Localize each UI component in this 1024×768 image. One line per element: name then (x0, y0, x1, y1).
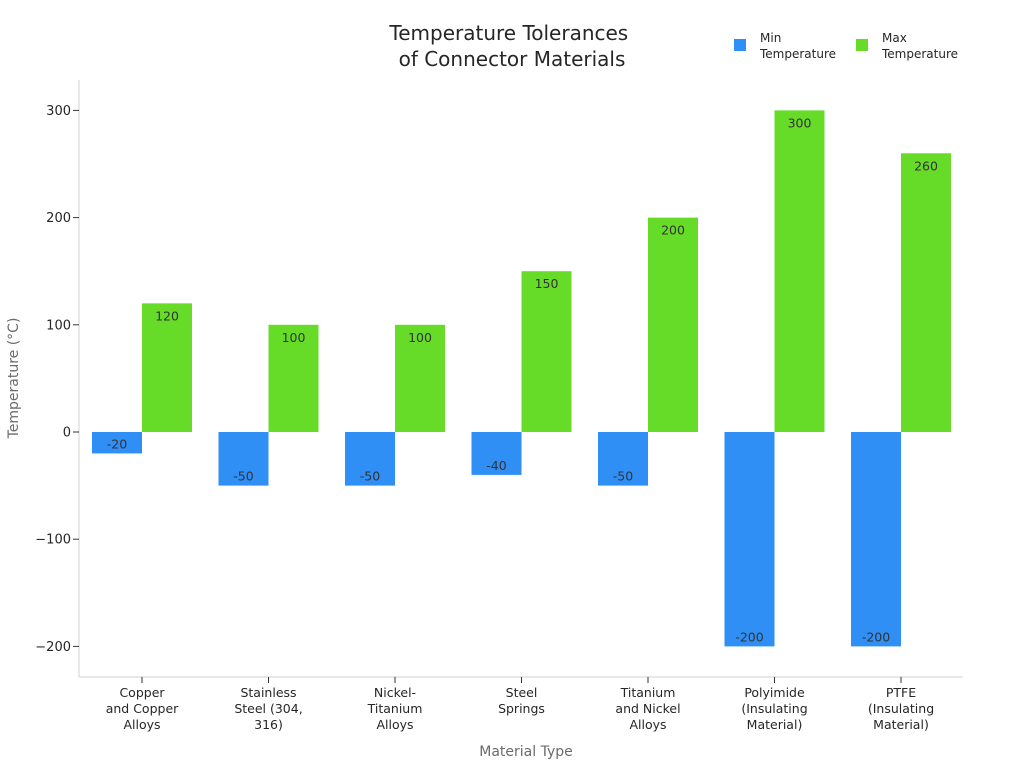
bar-max (774, 110, 825, 433)
y-axis-title: Temperature (°C) (6, 318, 22, 440)
data-label: -40 (486, 458, 506, 473)
y-tick-label: −200 (35, 640, 71, 655)
chart-title: Temperature Tolerances of Connector Mate… (388, 21, 634, 71)
y-tick-label: −100 (35, 533, 71, 548)
x-tick-label: PTFE (Insulating Material) (868, 685, 934, 732)
y-tick-label: 100 (46, 318, 71, 333)
data-label: -200 (862, 629, 890, 644)
bar-max (142, 303, 192, 432)
bar-max (901, 153, 951, 432)
data-label: -50 (360, 469, 380, 484)
bar-max (521, 271, 572, 432)
data-label: 100 (408, 330, 432, 345)
data-label: -50 (613, 469, 633, 484)
data-label: -200 (735, 629, 763, 644)
bar-min (598, 432, 648, 486)
x-tick-label: Steel Springs (498, 685, 545, 716)
x-tick-label: Stainless Steel (304, 316) (234, 685, 302, 732)
bar-max (395, 324, 445, 432)
data-label: -20 (107, 436, 127, 451)
bar-min (851, 432, 901, 647)
bar-min (92, 432, 142, 454)
y-tick-label: 0 (63, 426, 71, 441)
bar-max (268, 324, 319, 432)
bar-min (218, 432, 269, 486)
legend-swatch-max (856, 39, 868, 51)
data-label: 150 (535, 276, 559, 291)
chart-title-line: Temperature Tolerances (388, 21, 628, 45)
data-label: 300 (788, 115, 812, 130)
plot-area: −200 −100 0 100 200 300 Copper and Copper Alloys… (35, 80, 963, 732)
data-label: -50 (233, 469, 253, 484)
legend-swatch-min (734, 39, 746, 51)
x-tick-label: Polyimide (Insulating Material) (741, 685, 807, 732)
legend: Min Temperature Max Temperature (734, 31, 958, 61)
bar-max (648, 217, 698, 432)
y-tick-label: 300 (46, 104, 71, 119)
chart-title-line: of Connector Materials (399, 47, 626, 71)
x-axis-title: Material Type (479, 744, 572, 760)
x-tick-label: Titanium and Nickel Alloys (615, 685, 680, 732)
data-label: 260 (914, 158, 938, 173)
bar-min (724, 432, 775, 647)
bar-min (345, 432, 395, 486)
legend-label-max: Max Temperature (881, 31, 958, 61)
bar-min (471, 432, 522, 475)
data-label: 120 (155, 308, 179, 323)
x-tick-label: Nickel-Titanium Alloys (367, 685, 423, 732)
legend-label-min: Min Temperature (759, 31, 836, 61)
y-tick-label: 200 (46, 211, 71, 226)
data-label: 200 (661, 223, 685, 238)
x-tick-label: Copper and Copper Alloys (106, 685, 179, 732)
data-label: 100 (282, 330, 306, 345)
